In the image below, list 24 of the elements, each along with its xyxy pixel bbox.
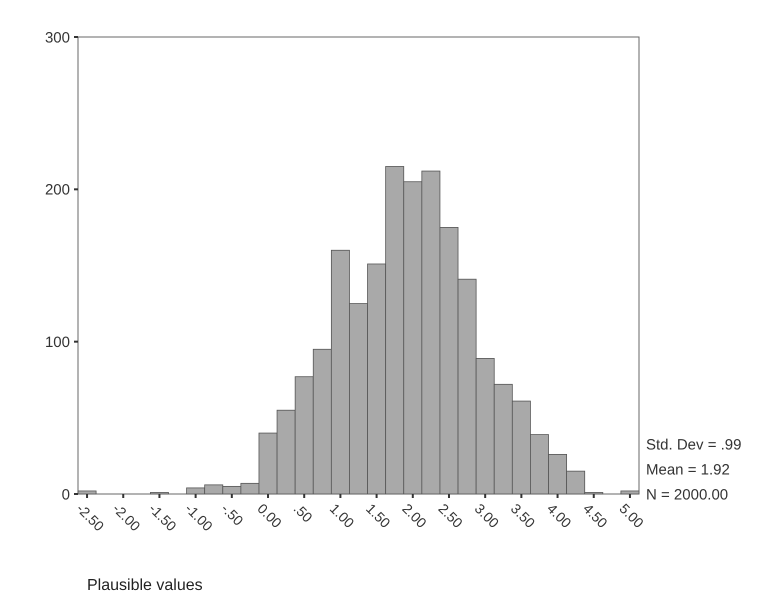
x-tick-label: 5.00 (616, 500, 648, 532)
y-tick-label: 300 (44, 29, 70, 46)
y-tick-label: 0 (62, 486, 70, 504)
x-tick-label: -1.50 (146, 500, 180, 534)
x-tick-label: -2.50 (73, 500, 108, 534)
text: Mean = 1.92 (646, 461, 730, 478)
x-tick-label: .50 (290, 500, 316, 526)
x-tick-label: 0.00 (254, 500, 286, 532)
x-tick-label: 2.50 (435, 500, 466, 532)
x-tick-label: 3.00 (472, 500, 502, 532)
x-tick-label: 3.50 (508, 500, 539, 532)
x-axis-title: Plausible values (87, 577, 203, 594)
y-tick-label: 200 (44, 182, 70, 199)
x-tick-label: 2.00 (399, 500, 430, 532)
x-tick-label: -2.00 (110, 500, 144, 534)
x-tick-label: 1.00 (326, 500, 358, 532)
x-tick-label: 4.50 (580, 500, 611, 532)
text: Std. Dev = .99 (646, 436, 742, 454)
x-tick-label: 1.50 (363, 500, 394, 532)
x-tick-label: -1.00 (182, 500, 216, 534)
x-tick-label: 4.00 (544, 500, 575, 532)
y-tick-label: 100 (44, 334, 70, 351)
text: N = 2000.00 (646, 486, 728, 504)
x-tick-label: -.50 (218, 500, 247, 529)
